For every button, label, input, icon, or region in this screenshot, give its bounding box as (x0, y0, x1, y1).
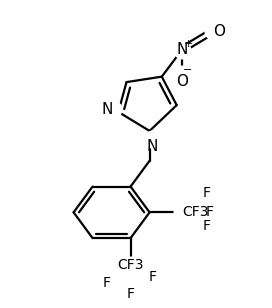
Text: F: F (205, 205, 213, 219)
Text: −: − (183, 65, 192, 75)
Text: N: N (147, 139, 158, 154)
Text: F: F (148, 270, 156, 285)
Text: +: + (183, 39, 193, 49)
Text: CF3: CF3 (117, 258, 144, 272)
Text: F: F (202, 219, 211, 233)
Text: CF3: CF3 (182, 205, 209, 219)
Text: N: N (177, 42, 188, 57)
Text: F: F (102, 276, 110, 290)
Text: F: F (126, 287, 135, 301)
Text: O: O (176, 75, 188, 90)
Text: F: F (202, 186, 211, 200)
Text: N: N (101, 102, 113, 117)
Text: O: O (213, 24, 225, 38)
